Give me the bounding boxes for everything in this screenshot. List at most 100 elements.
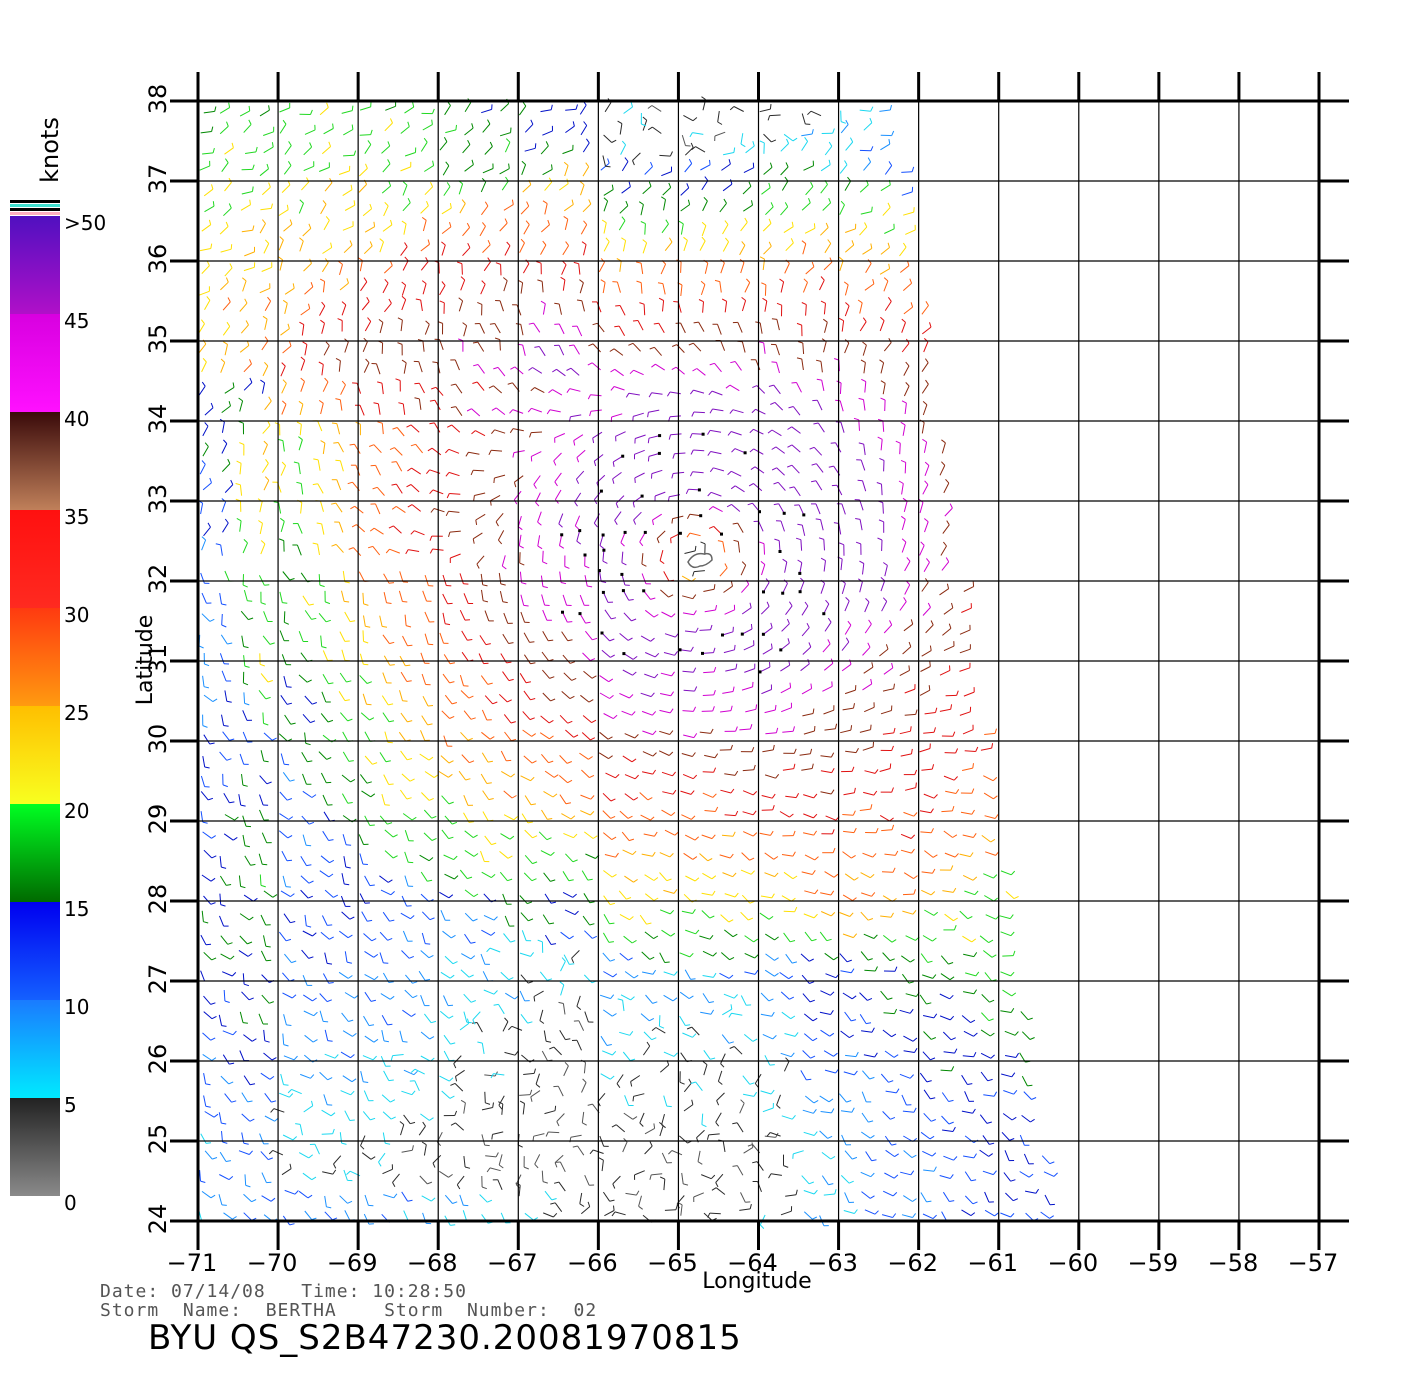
wind-barb <box>449 493 461 495</box>
wind-barb <box>383 573 390 584</box>
wind-barb <box>304 344 308 356</box>
wind-barb-tick <box>305 742 311 746</box>
wind-barb-tick <box>228 177 232 183</box>
wind-barb-tick <box>794 1032 799 1037</box>
wind-barb <box>858 419 860 431</box>
wind-barb <box>644 1145 653 1155</box>
wind-barb <box>1005 1055 1016 1058</box>
wind-barb <box>820 164 831 172</box>
wind-barb <box>264 318 268 330</box>
wind-barb <box>703 1064 708 1076</box>
wind-barb-tick <box>931 1152 937 1157</box>
wind-barb <box>203 895 212 905</box>
island-outline <box>687 552 713 569</box>
wind-barb-tick <box>950 704 953 710</box>
wind-barb <box>769 114 781 117</box>
wind-barb-tick <box>592 935 598 939</box>
wind-barb <box>699 629 711 631</box>
wind-barb <box>962 834 974 838</box>
wind-barb <box>658 322 665 333</box>
wind-barb-tick <box>708 525 714 529</box>
wind-barb-tick <box>647 797 653 801</box>
wind-barb <box>584 1174 590 1186</box>
wind-barb <box>695 146 706 153</box>
wind-barb <box>844 342 850 354</box>
wind-barb <box>260 673 269 683</box>
wind-barb <box>344 341 349 353</box>
wind-barb-tick <box>759 541 765 545</box>
wind-barb-tick <box>574 501 578 507</box>
wind-barb <box>785 1194 797 1197</box>
wind-barb <box>562 891 574 898</box>
wind-barb <box>785 953 793 964</box>
wind-barb <box>900 1171 912 1176</box>
wind-barb-tick <box>286 859 293 862</box>
wind-barb <box>455 383 463 394</box>
wind-barb <box>720 340 726 351</box>
wind-barb <box>544 770 555 778</box>
wind-barb <box>263 1052 273 1061</box>
wind-barb <box>640 1013 650 1022</box>
wind-barb-tick <box>226 884 232 886</box>
wind-barb <box>383 265 393 274</box>
longitude-tick-label: −69 <box>327 1249 378 1277</box>
wind-barb <box>624 971 635 979</box>
wind-barb <box>238 875 242 887</box>
wind-barb <box>435 386 444 396</box>
wind-barb <box>825 815 836 821</box>
wind-barb-tick <box>789 486 795 489</box>
wind-barb-tick <box>247 1100 253 1103</box>
wind-barb <box>741 894 751 904</box>
y-axis-title: Latitude <box>133 615 158 706</box>
wind-barb <box>499 132 511 137</box>
wind-barb <box>556 1113 565 1122</box>
wind-barb-tick <box>634 477 636 483</box>
wind-barb-tick <box>651 363 656 368</box>
wind-barb-tick <box>634 774 639 780</box>
wind-barb <box>961 767 973 771</box>
wind-barb-tick <box>933 911 939 916</box>
wind-barb-tick <box>889 620 893 626</box>
wind-barb <box>801 113 806 125</box>
wind-barb-tick <box>414 382 420 385</box>
wind-barb <box>659 693 671 697</box>
wind-barb-tick <box>720 1063 725 1068</box>
wind-barb-tick <box>353 150 357 156</box>
wind-barb-tick <box>589 411 592 417</box>
wind-barb-tick <box>809 748 813 754</box>
wind-barb <box>410 424 420 433</box>
wind-barb-tick <box>448 1015 454 1019</box>
wind-barb <box>615 1124 626 1133</box>
wind-barb <box>420 299 423 311</box>
wind-barb-tick <box>652 1001 658 1004</box>
wind-barb-tick <box>825 599 830 605</box>
wind-barb-tick <box>651 1037 657 1041</box>
wind-barb <box>584 930 593 939</box>
wind-barb <box>501 770 512 778</box>
wind-barb-tick <box>840 121 846 124</box>
wind-barb <box>576 995 581 1007</box>
wind-barb-tick <box>749 602 752 608</box>
wind-barb <box>580 1206 591 1215</box>
wind-barb <box>719 567 728 577</box>
wind-barb-tick <box>707 451 712 456</box>
wind-barb <box>381 423 384 435</box>
wind-barb <box>476 381 485 391</box>
rain-flag <box>657 451 661 455</box>
wind-barb-tick <box>733 147 736 153</box>
wind-barb <box>820 755 832 758</box>
wind-barb-tick <box>726 503 732 508</box>
wind-barb-tick <box>501 565 507 570</box>
latitude-tick-label: 27 <box>144 964 172 995</box>
wind-barb-tick <box>772 744 775 751</box>
wind-barb-tick <box>487 119 491 125</box>
wind-barb <box>840 1175 850 1184</box>
wind-barb <box>760 992 770 1002</box>
wind-barb-tick <box>366 781 372 784</box>
wind-barb-tick <box>691 411 695 417</box>
wind-barb-tick <box>829 1032 835 1037</box>
wind-barb-tick <box>530 698 536 701</box>
wind-barb-tick <box>813 793 818 799</box>
wind-barb <box>862 480 867 492</box>
wind-barb <box>243 692 246 704</box>
